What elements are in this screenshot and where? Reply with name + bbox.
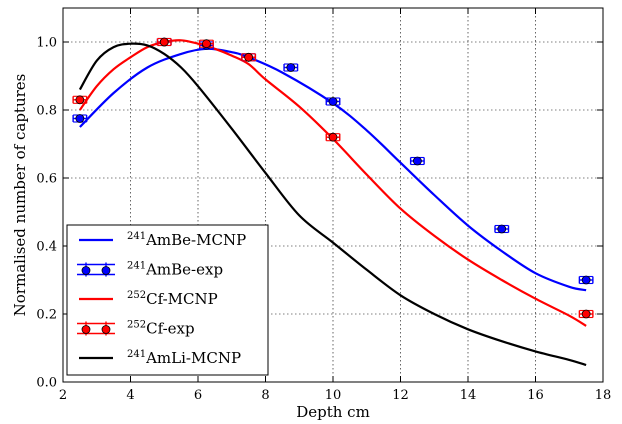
legend: 241AmBe-MCNP241AmBe-exp252Cf-MCNP252Cf-e… — [66, 224, 269, 376]
x-tick-label: 12 — [392, 388, 409, 403]
data-point — [412, 156, 422, 166]
legend-swatch-marker — [101, 266, 111, 275]
legend-series-name: AmLi-MCNP — [145, 349, 241, 367]
legend-series-name: Cf-exp — [146, 320, 195, 338]
legend-series-name: AmBe-exp — [145, 261, 223, 279]
legend-swatch-marker — [81, 266, 91, 275]
legend-isotope: 252 — [127, 320, 146, 331]
ticks: 2 4 6 8 10 12 14 16 18 0.0 0.2 0.4 0.6 0.8 1.0 — [36, 8, 611, 403]
y-axis-label: Normalised number of captures — [11, 74, 29, 317]
data-point-ambe-exp — [72, 114, 88, 123]
data-point-ambe-exp — [283, 63, 299, 72]
series-points-cf-exp — [72, 37, 594, 319]
x-tick-label: 18 — [595, 388, 612, 403]
legend-label: 241AmLi-MCNP — [127, 349, 241, 367]
data-point — [159, 37, 169, 47]
y-tick-label: 0.4 — [36, 240, 57, 255]
legend-isotope: 241 — [127, 349, 146, 360]
data-point — [328, 132, 338, 142]
legend-isotope: 241 — [127, 261, 146, 272]
data-point-cf-exp — [156, 37, 172, 47]
y-tick-label: 0.2 — [36, 308, 57, 323]
series-line-amli-mcnp — [78, 42, 587, 367]
legend-swatch-marker — [101, 325, 111, 334]
data-point-cf-exp — [241, 52, 257, 62]
data-point-cf-exp — [198, 39, 214, 49]
legend-isotope: 241 — [127, 231, 146, 242]
data-point-cf-exp — [325, 132, 341, 142]
data-point-ambe-exp — [578, 275, 594, 285]
legend-entry-cf-mcnp: 252Cf-MCNP — [79, 290, 218, 308]
data-point — [244, 52, 254, 62]
data-point — [286, 63, 296, 72]
data-point-ambe-exp — [494, 224, 510, 234]
data-point — [328, 97, 338, 106]
x-tick-label: 4 — [126, 388, 134, 403]
data-point-cf-exp — [72, 95, 88, 105]
legend-series-name: Cf-MCNP — [146, 290, 218, 308]
data-point — [202, 39, 211, 49]
legend-entry-cf-exp: 252Cf-exp — [77, 320, 195, 338]
series-layer — [72, 37, 594, 367]
legend-entry-ambe-exp: 241AmBe-exp — [77, 261, 223, 279]
x-tick-label: 2 — [59, 388, 67, 403]
data-point-ambe-exp — [409, 156, 425, 166]
x-axis-label: Depth cm — [296, 403, 370, 421]
legend-swatch-marker — [81, 325, 91, 334]
x-tick-label: 14 — [460, 388, 477, 403]
legend-entry-ambe-mcnp: 241AmBe-MCNP — [79, 231, 246, 249]
legend-series-name: AmBe-MCNP — [145, 231, 246, 249]
x-tick-label: 8 — [261, 388, 269, 403]
x-tick-label: 16 — [527, 388, 544, 403]
legend-isotope: 252 — [127, 290, 146, 301]
legend-label: 241AmBe-exp — [127, 261, 223, 279]
y-tick-label: 0.0 — [36, 376, 57, 391]
legend-label: 252Cf-MCNP — [127, 290, 218, 308]
y-tick-label: 0.6 — [36, 172, 57, 187]
data-point — [497, 224, 507, 234]
legend-label: 252Cf-exp — [127, 320, 195, 338]
data-point — [581, 275, 591, 285]
legend-label: 241AmBe-MCNP — [127, 231, 246, 249]
x-tick-label: 10 — [325, 388, 342, 403]
data-point-cf-exp — [578, 309, 594, 319]
legend-entry-amli-mcnp: 241AmLi-MCNP — [79, 349, 241, 367]
data-point — [581, 309, 591, 319]
series-line-cf-mcnp — [78, 39, 587, 327]
x-tick-label: 6 — [194, 388, 202, 403]
data-point — [75, 95, 85, 105]
data-point-ambe-exp — [325, 97, 341, 106]
y-tick-label: 1.0 — [36, 36, 57, 51]
data-point — [75, 114, 85, 123]
y-tick-label: 0.8 — [36, 104, 57, 119]
